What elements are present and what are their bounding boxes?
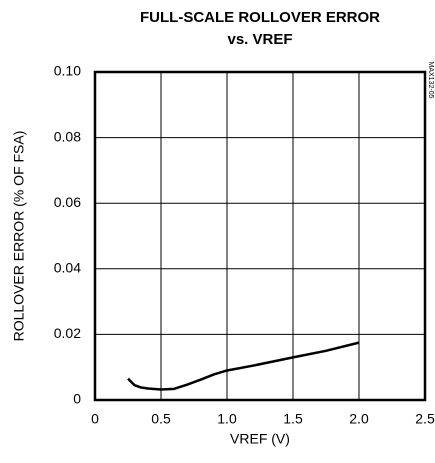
x-tick-label: 2.5 [415,411,435,427]
y-tick-label: 0.10 [54,63,81,79]
y-tick-label: 0.02 [54,325,81,341]
chart-title: FULL-SCALE ROLLOVER ERROR [140,9,380,26]
y-tick-label: 0.06 [54,194,81,210]
annotation: MAX132-05 [427,62,434,99]
y-tick-label: 0.04 [54,260,81,276]
line-series [127,341,360,391]
x-axis-label: VREF (V) [230,431,290,447]
x-tick-label: 0.5 [151,411,171,427]
x-tick-label: 1.0 [217,411,237,427]
x-tick-label: 2.0 [349,411,369,427]
y-tick-label: 0 [73,391,81,407]
plot-frame [93,70,427,402]
x-tick-label: 1.5 [283,411,303,427]
y-axis-label: ROLLOVER ERROR (% OF FSA) [11,131,27,342]
y-tick-label: 0.08 [54,128,81,144]
chart-subtitle: vs. VREF [227,31,292,48]
x-tick-label: 0 [91,411,99,427]
